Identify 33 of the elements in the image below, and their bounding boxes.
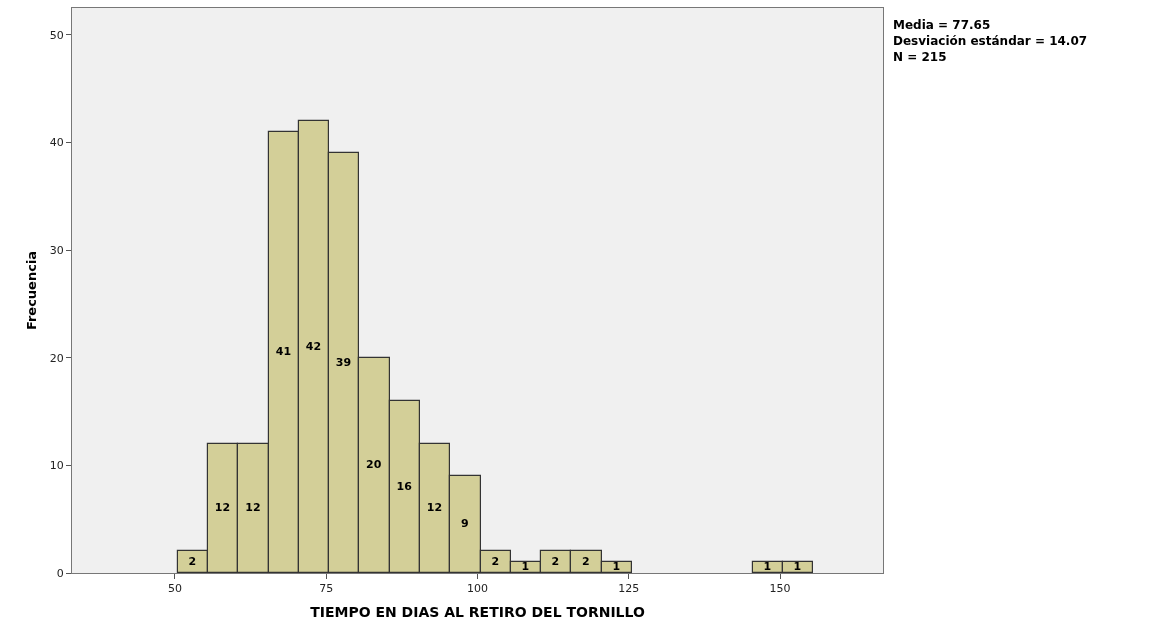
data-label: 42: [305, 339, 322, 353]
y-tick-label: 20: [49, 351, 64, 365]
data-label: 2: [582, 554, 590, 568]
text: Media = 77.65: [893, 18, 991, 32]
data-label: 41: [275, 345, 292, 359]
x-axis-title: TIEMPO EN DIAS AL RETIRO DEL TORNILLO: [310, 603, 645, 620]
data-label: 1: [763, 560, 772, 574]
y-tick-label: 50: [49, 28, 64, 42]
data-label: 12: [245, 501, 261, 515]
y-tick-label: 10: [49, 459, 64, 473]
y-tick-label: 30: [49, 243, 64, 257]
text: Desviación estándar = 14.07: [893, 34, 1088, 48]
data-label: 20: [366, 458, 382, 472]
data-label: 16: [396, 479, 413, 493]
data-label: 2: [188, 554, 197, 568]
data-label: 2: [491, 554, 500, 568]
data-label: 2: [551, 554, 560, 568]
data-label: 12: [214, 501, 231, 515]
data-label: 1: [612, 560, 621, 574]
y-tick-label: 40: [49, 136, 64, 150]
x-tick-label: 75: [319, 582, 334, 596]
data-label: 1: [521, 560, 530, 574]
data-label: 39: [335, 355, 352, 369]
x-tick-label: 50: [167, 582, 182, 596]
x-tick-label: 100: [467, 582, 488, 596]
text: N = 215: [893, 50, 947, 64]
x-tick-label: 125: [618, 582, 640, 596]
data-label: 12: [426, 501, 443, 515]
data-label: 9: [461, 517, 469, 531]
y-tick-label: 0: [56, 566, 64, 580]
data-label: 1: [793, 560, 802, 574]
y-axis-title: Frecuencia: [23, 250, 39, 331]
x-tick-label: 150: [769, 582, 791, 596]
